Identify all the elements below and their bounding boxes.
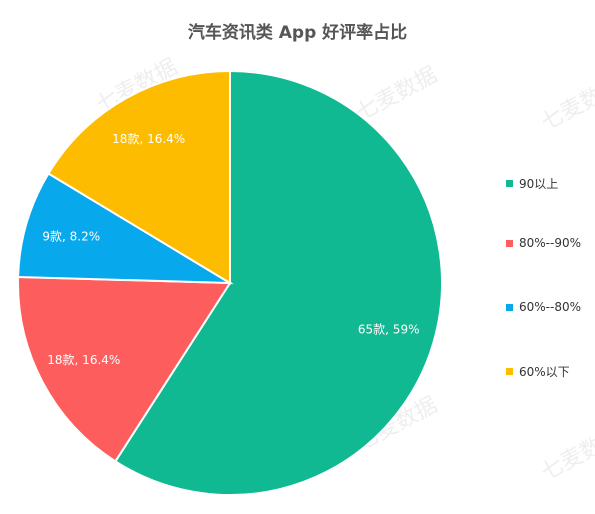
watermark-text: 七麦数据 <box>352 63 441 126</box>
slice-60-80[interactable] <box>17 172 234 285</box>
legend-label: 60%以下 <box>519 364 570 379</box>
pie-slices <box>17 69 443 496</box>
slice-label: 9款, 8.2% <box>42 229 100 243</box>
slice-labels: 65款, 59% 18款, 16.4% 9款, 8.2% 18款, 16.4% <box>42 132 419 367</box>
legend-swatch <box>506 367 513 375</box>
slice-label: 18款, 16.4% <box>47 353 120 367</box>
slice-80-90[interactable] <box>17 275 232 463</box>
slice-below-60[interactable] <box>47 69 231 285</box>
legend-swatch <box>506 179 513 187</box>
legend-label: 90以上 <box>519 176 559 191</box>
slice-90-plus[interactable] <box>114 69 443 496</box>
slice-label: 65款, 59% <box>358 323 420 337</box>
legend-swatch <box>506 303 513 311</box>
legend-swatch <box>506 239 513 247</box>
watermark-text: 七麦数据 <box>537 423 595 486</box>
legend-item-80-90[interactable]: 80%--90% <box>506 233 581 253</box>
chart-title: 汽车资讯类 App 好评率占比 <box>187 23 408 43</box>
legend-item-below-60[interactable]: 60%以下 <box>506 361 570 381</box>
legend-label: 60%--80% <box>519 300 582 314</box>
legend-item-90-plus[interactable]: 90以上 <box>506 173 558 193</box>
legend-item-60-80[interactable]: 60%--80% <box>506 297 581 317</box>
slice-label: 18款, 16.4% <box>112 132 185 146</box>
watermark-text: 七麦数据 <box>537 73 595 136</box>
legend-label: 80%--90% <box>519 236 582 250</box>
